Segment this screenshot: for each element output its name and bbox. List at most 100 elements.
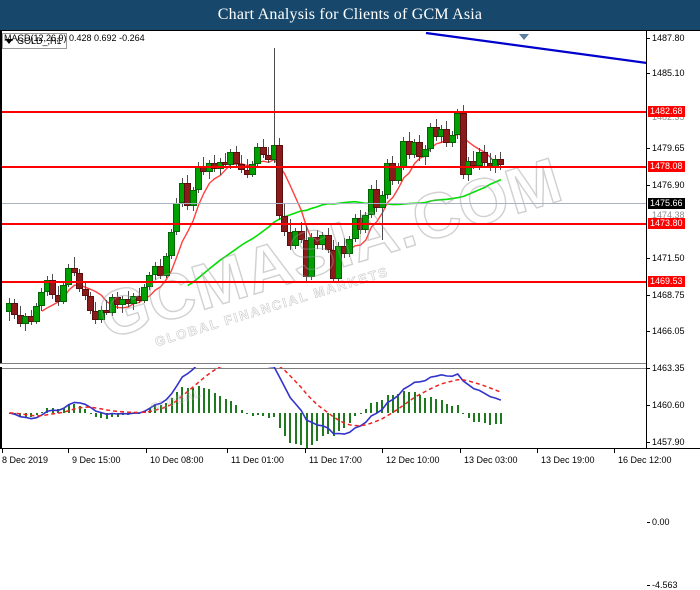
time-tick xyxy=(614,449,615,453)
macd-histogram-bar xyxy=(451,406,454,413)
macd-histogram-bar xyxy=(445,404,448,413)
macd-histogram-bar xyxy=(251,412,254,416)
macd-histogram-bar xyxy=(67,404,70,413)
macd-histogram-bar xyxy=(359,412,362,414)
macd-histogram-bar xyxy=(246,412,249,414)
symbol-selector[interactable]: GOLD_,H1 xyxy=(2,33,67,49)
macd-histogram-bar xyxy=(472,412,475,422)
level-price-label[interactable]: 1469.53 xyxy=(648,276,685,287)
macd-histogram-bar xyxy=(478,412,481,422)
time-tick xyxy=(2,449,3,453)
chevron-down-icon[interactable] xyxy=(5,38,13,44)
candlestick xyxy=(38,31,46,363)
candlestick xyxy=(162,31,170,363)
macd-signal-line xyxy=(9,367,502,427)
macd-histogram-bar xyxy=(105,412,108,419)
price-pane[interactable] xyxy=(0,31,646,363)
macd-histogram-bar xyxy=(483,412,486,424)
macd-lines-svg xyxy=(9,367,502,435)
macd-histogram-bar xyxy=(262,412,265,416)
symbol-label: GOLD_,H1 xyxy=(17,36,62,46)
macd-histogram-bar xyxy=(494,412,497,425)
macd-histogram-bar xyxy=(435,398,438,413)
macd-histogram-bar xyxy=(267,412,270,418)
macd-histogram-bar xyxy=(413,391,416,413)
time-tick xyxy=(537,449,538,453)
candlestick xyxy=(33,31,40,363)
macd-histogram-bar xyxy=(283,412,286,437)
macd-histogram-bar xyxy=(208,389,211,413)
macd-histogram-bar xyxy=(170,398,173,413)
macd-histogram-bar xyxy=(213,392,216,413)
candlestick xyxy=(308,31,316,363)
macd-histogram-bar xyxy=(397,394,400,413)
macd-histogram-bar xyxy=(46,407,49,413)
time-tick xyxy=(305,449,306,453)
macd-histogram-bar xyxy=(278,412,281,428)
level-price-label[interactable]: 1473.80 xyxy=(648,218,685,229)
candlestick xyxy=(254,31,262,363)
level-price-label[interactable]: 1478.08 xyxy=(648,161,685,172)
time-axis-label: 8 Dec 2019 xyxy=(2,455,49,465)
macd-histogram-bar xyxy=(229,400,232,413)
trendline-overlay xyxy=(425,31,646,64)
ma-slow-line xyxy=(187,178,502,287)
candlestick xyxy=(65,31,73,363)
candlestick xyxy=(259,31,267,363)
macd-histogram-bar xyxy=(165,402,168,413)
page-header: Chart Analysis for Clients of GCM Asia xyxy=(0,0,700,30)
time-axis[interactable]: 8 Dec 2019 9 Dec 15:00 10 Dec 08:00 11 Dec … xyxy=(0,448,700,500)
macd-histogram-bar xyxy=(202,388,205,413)
time-axis-label: 16 Dec 12:00 xyxy=(618,455,672,465)
macd-histogram-bar xyxy=(40,411,43,413)
time-tick xyxy=(460,449,461,453)
macd-histogram-bar xyxy=(256,412,259,415)
macd-histogram-bar xyxy=(402,390,405,413)
current-price-line xyxy=(2,203,646,204)
macd-histogram-bar xyxy=(192,388,195,413)
macd-histogram-bar xyxy=(321,412,324,437)
macd-histogram-bar xyxy=(456,404,459,413)
macd-histogram-bar xyxy=(375,401,378,413)
macd-histogram-bar xyxy=(305,412,308,450)
macd-histogram-bar xyxy=(424,397,427,413)
candlestick xyxy=(421,31,429,363)
level-price-label[interactable]: 1482.68 xyxy=(648,106,685,117)
macd-histogram-bar xyxy=(154,405,157,413)
candlestick xyxy=(249,31,256,363)
trendline xyxy=(425,31,646,64)
candlestick xyxy=(297,31,305,363)
time-axis-label: 11 Dec 17:00 xyxy=(309,455,362,465)
support-resistance-line xyxy=(2,223,646,225)
macd-histogram-bar xyxy=(489,412,492,425)
candlestick xyxy=(362,31,370,363)
current-price-label[interactable]: 1475.66 xyxy=(648,198,685,209)
price-axis[interactable]: 1487.80 1485.10 1479.65 1476.90 1471.50 1468.… xyxy=(646,31,700,590)
macd-histogram-bar xyxy=(111,412,114,417)
macd-histogram-bar xyxy=(175,392,178,413)
macd-histogram-bar xyxy=(391,395,394,413)
macd-pane[interactable] xyxy=(0,367,646,479)
support-resistance-line xyxy=(2,166,646,168)
macd-histogram-bar xyxy=(289,412,292,444)
sell-arrow-icon xyxy=(519,34,529,40)
candlestick xyxy=(276,31,283,363)
macd-histogram-bar xyxy=(327,412,330,435)
candlestick xyxy=(497,31,505,363)
macd-histogram-bar xyxy=(418,395,421,413)
candlestick xyxy=(49,31,57,363)
time-tick xyxy=(382,449,383,453)
candlestick xyxy=(232,31,240,363)
macd-histogram-bar xyxy=(235,405,238,413)
time-axis-label: 13 Dec 19:00 xyxy=(541,455,595,465)
candlestick xyxy=(97,31,105,363)
macd-histogram-bar xyxy=(429,396,432,413)
candlestick xyxy=(11,31,19,363)
macd-histogram-bar xyxy=(364,409,367,413)
macd-histogram-bar xyxy=(35,412,38,416)
macd-histogram-bar xyxy=(62,407,65,413)
macd-histogram-bar xyxy=(186,388,189,413)
candlestick xyxy=(335,31,343,363)
time-axis-label: 10 Dec 08:00 xyxy=(150,455,204,465)
